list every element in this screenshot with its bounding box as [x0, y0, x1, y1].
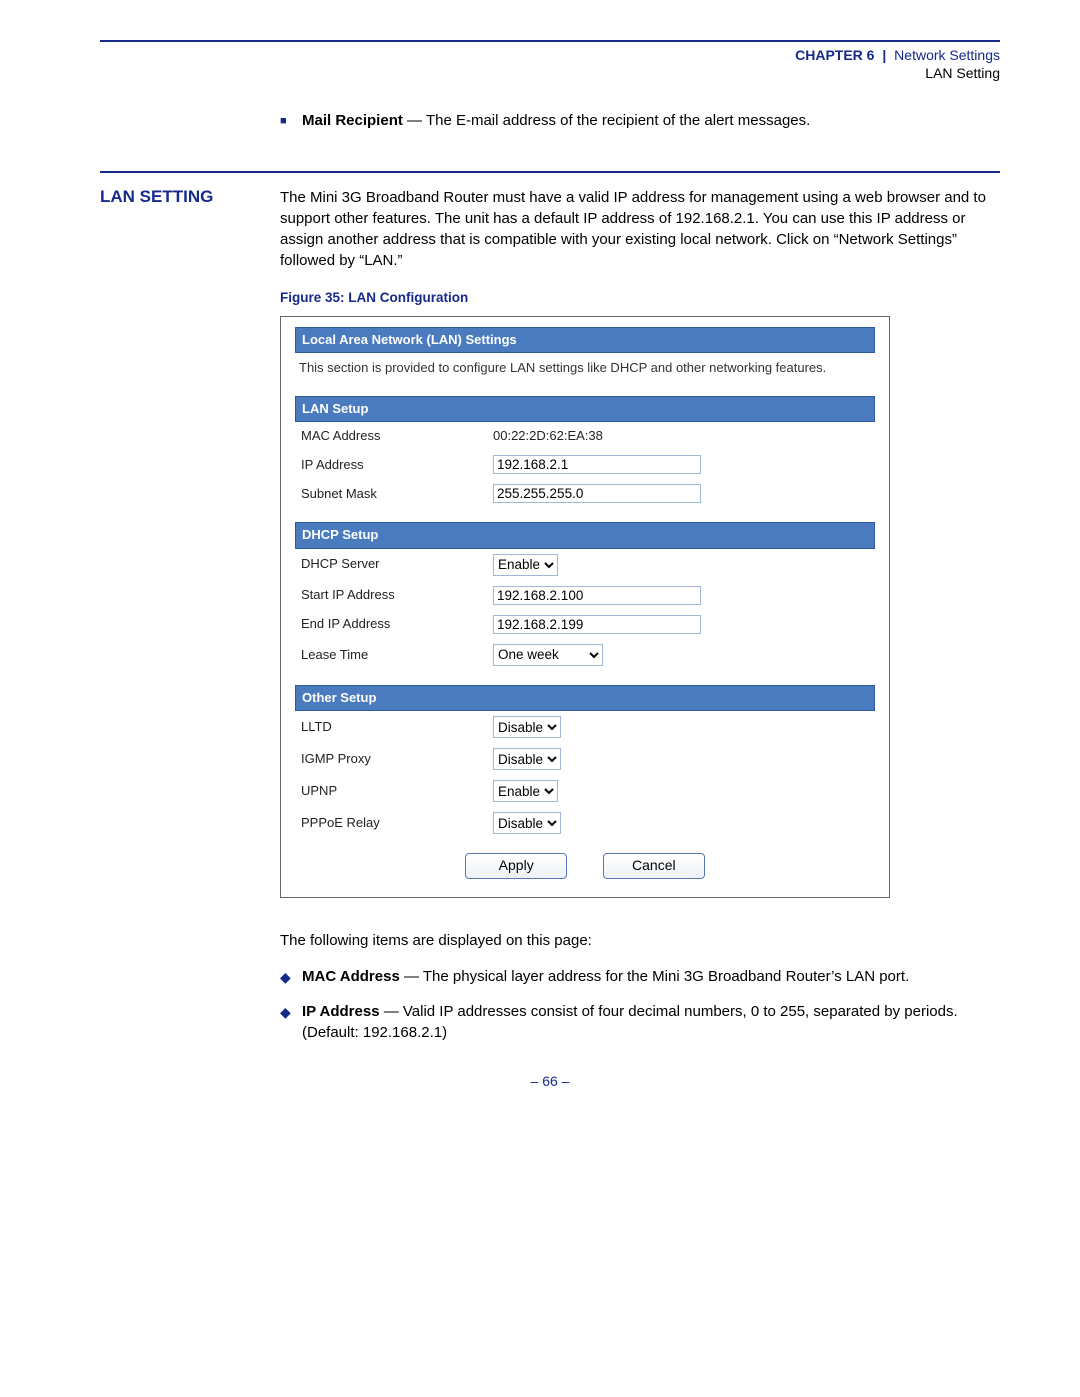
lease-time-select[interactable]: One week [493, 644, 603, 666]
bullet-dash: — [380, 1003, 403, 1020]
bullet-dash: — [403, 112, 426, 129]
section-heading: LAN SETTING [100, 187, 213, 207]
ip-address-label: IP Address [295, 450, 487, 479]
start-ip-input[interactable] [493, 586, 701, 605]
bullet-ip-address: ◆ IP Address — Valid IP addresses consis… [280, 1001, 1000, 1043]
igmp-proxy-select[interactable]: Disable [493, 748, 561, 770]
square-bullet-icon: ■ [280, 110, 302, 131]
apply-button[interactable]: Apply [465, 853, 567, 879]
upnp-select[interactable]: Enable [493, 780, 558, 802]
dhcp-server-select[interactable]: Enable [493, 554, 558, 576]
row-pppoe-relay: PPPoE Relay Disable [295, 807, 875, 839]
mac-address-label: MAC Address [295, 422, 487, 450]
panel-title: Local Area Network (LAN) Settings [295, 327, 875, 353]
page-number: – 66 – [100, 1073, 1000, 1089]
row-mac-address: MAC Address 00:22:2D:62:EA:38 [295, 422, 875, 450]
row-dhcp-server: DHCP Server Enable [295, 549, 875, 581]
bullet-term: IP Address [302, 1003, 380, 1020]
dhcp-setup-header: DHCP Setup [295, 522, 875, 548]
row-lltd: LLTD Disable [295, 711, 875, 743]
bullet-term: MAC Address [302, 968, 400, 985]
row-lease-time: Lease Time One week [295, 639, 875, 671]
top-rule [100, 40, 1000, 42]
row-start-ip: Start IP Address [295, 581, 875, 610]
intro-paragraph: The Mini 3G Broadband Router must have a… [280, 187, 1000, 271]
row-subnet-mask: Subnet Mask [295, 479, 875, 508]
bullet-mail-recipient: ■ Mail Recipient — The E-mail address of… [280, 110, 1000, 131]
header-bar: | [882, 47, 886, 63]
page-header: CHAPTER 6 | Network Settings LAN Setting [100, 46, 1000, 82]
diamond-bullet-icon: ◆ [280, 966, 302, 988]
pppoe-relay-label: PPPoE Relay [295, 807, 487, 839]
lltd-select[interactable]: Disable [493, 716, 561, 738]
end-ip-input[interactable] [493, 615, 701, 634]
diamond-bullet-icon: ◆ [280, 1001, 302, 1043]
header-subsection: LAN Setting [925, 65, 1000, 81]
end-ip-label: End IP Address [295, 610, 487, 639]
pppoe-relay-select[interactable]: Disable [493, 812, 561, 834]
lan-config-panel: Local Area Network (LAN) Settings This s… [280, 316, 890, 897]
lease-time-label: Lease Time [295, 639, 487, 671]
other-setup-header: Other Setup [295, 685, 875, 711]
dhcp-server-label: DHCP Server [295, 549, 487, 581]
bullet-text: MAC Address — The physical layer address… [302, 966, 1000, 988]
bullet-text: Mail Recipient — The E-mail address of t… [302, 110, 1000, 131]
header-chapter: CHAPTER 6 [795, 47, 874, 63]
row-end-ip: End IP Address [295, 610, 875, 639]
bullet-term: Mail Recipient [302, 112, 403, 129]
row-igmp-proxy: IGMP Proxy Disable [295, 743, 875, 775]
igmp-proxy-label: IGMP Proxy [295, 743, 487, 775]
row-ip-address: IP Address [295, 450, 875, 479]
bullet-text: IP Address — Valid IP addresses consist … [302, 1001, 1000, 1043]
cancel-button[interactable]: Cancel [603, 853, 705, 879]
row-upnp: UPNP Enable [295, 775, 875, 807]
header-section: Network Settings [894, 47, 1000, 63]
bullet-dash: — [400, 968, 423, 985]
upnp-label: UPNP [295, 775, 487, 807]
after-paragraph: The following items are displayed on thi… [280, 930, 1000, 951]
subnet-mask-label: Subnet Mask [295, 479, 487, 508]
bullet-body: The physical layer address for the Mini … [423, 968, 909, 985]
bullet-mac-address: ◆ MAC Address — The physical layer addre… [280, 966, 1000, 988]
figure-caption: Figure 35: LAN Configuration [280, 289, 1000, 308]
lan-setup-header: LAN Setup [295, 396, 875, 422]
start-ip-label: Start IP Address [295, 581, 487, 610]
mac-address-value: 00:22:2D:62:EA:38 [493, 428, 603, 443]
subnet-mask-input[interactable] [493, 484, 701, 503]
ip-address-input[interactable] [493, 455, 701, 474]
lltd-label: LLTD [295, 711, 487, 743]
bullet-body: The E-mail address of the recipient of t… [426, 112, 810, 129]
panel-description: This section is provided to configure LA… [295, 353, 875, 395]
section-rule [100, 171, 1000, 173]
